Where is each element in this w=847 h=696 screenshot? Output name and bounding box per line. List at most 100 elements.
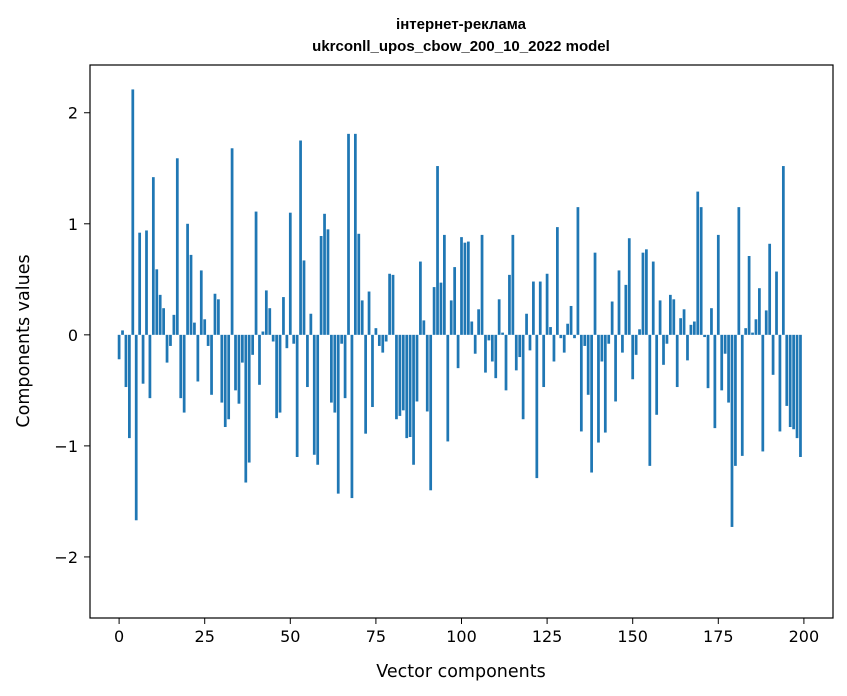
bar-117 — [518, 334, 522, 358]
bar-8 — [145, 230, 148, 335]
bar-94 — [439, 282, 443, 335]
bars-group — [117, 89, 802, 527]
bar-167 — [689, 324, 693, 335]
bar-124 — [542, 334, 546, 388]
bar-129 — [559, 334, 563, 339]
bar-193 — [778, 334, 782, 432]
bar-109 — [490, 334, 494, 362]
bar-54 — [302, 260, 306, 335]
bar-57 — [312, 334, 316, 455]
bar-163 — [675, 334, 679, 388]
bar-136 — [583, 334, 587, 346]
y-axis-ticks: −2 −1 0 1 2 — [54, 104, 90, 567]
bar-97 — [449, 300, 453, 335]
bar-40 — [254, 211, 258, 335]
bar-2 — [124, 334, 128, 388]
bar-174 — [713, 334, 717, 429]
x-tick-label: 75 — [366, 627, 386, 646]
bar-146 — [617, 270, 621, 335]
x-axis-ticks: 0 25 50 75 100 125 150 175 200 — [114, 618, 819, 646]
bar-115 — [511, 234, 515, 335]
bar-186 — [754, 319, 758, 335]
bar-128 — [556, 227, 559, 335]
bar-106 — [480, 234, 484, 335]
bar-44 — [268, 308, 272, 335]
bar-181 — [737, 207, 741, 335]
bar-19 — [182, 334, 186, 413]
y-tick-label: 0 — [68, 326, 78, 345]
bar-198 — [795, 334, 799, 439]
bar-171 — [703, 334, 706, 338]
bar-12 — [158, 294, 162, 335]
bar-91 — [429, 334, 433, 491]
bar-133 — [573, 334, 576, 339]
bar-49 — [285, 334, 289, 349]
bar-182 — [740, 334, 744, 456]
bar-158 — [658, 300, 662, 335]
bar-194 — [781, 166, 785, 335]
bar-23 — [196, 334, 200, 382]
bar-18 — [179, 334, 183, 399]
bar-156 — [651, 261, 655, 335]
bar-191 — [771, 334, 775, 375]
bar-63 — [333, 334, 337, 413]
bar-61 — [326, 229, 330, 335]
y-axis-label: Components values — [14, 254, 34, 427]
bar-20 — [186, 223, 189, 335]
bar-90 — [425, 334, 429, 412]
bar-7 — [141, 334, 145, 384]
bar-110 — [494, 334, 498, 379]
bar-51 — [292, 334, 296, 344]
bar-32 — [227, 334, 231, 420]
bar-112 — [501, 332, 504, 335]
bar-87 — [415, 334, 419, 402]
bar-26 — [206, 334, 210, 346]
bar-83 — [401, 334, 405, 411]
bar-73 — [367, 291, 371, 335]
bar-165 — [682, 309, 686, 335]
bar-196 — [788, 334, 792, 428]
bar-178 — [727, 334, 730, 403]
bar-188 — [761, 334, 765, 452]
bar-144 — [610, 301, 614, 335]
bar-39 — [251, 334, 255, 355]
bar-17 — [175, 158, 179, 335]
bar-116 — [514, 334, 518, 371]
bar-92 — [432, 287, 436, 335]
bar-72 — [364, 334, 367, 434]
bar-46 — [275, 334, 278, 419]
bar-82 — [398, 334, 402, 416]
bar-48 — [282, 297, 285, 335]
y-tick-label: −2 — [54, 548, 78, 567]
bar-29 — [217, 299, 220, 335]
bar-101 — [463, 242, 467, 335]
bar-84 — [405, 334, 409, 439]
y-tick-label: 1 — [68, 215, 78, 234]
bar-131 — [566, 323, 570, 335]
bar-166 — [686, 334, 689, 361]
bar-157 — [655, 334, 659, 415]
bar-47 — [278, 334, 282, 413]
bar-77 — [381, 334, 385, 353]
bar-68 — [350, 334, 354, 499]
bar-118 — [521, 334, 525, 420]
bar-42 — [261, 331, 265, 335]
x-tick-label: 200 — [789, 627, 820, 646]
bar-64 — [336, 334, 340, 494]
bar-161 — [668, 294, 672, 335]
bar-89 — [422, 320, 426, 335]
bar-78 — [384, 334, 388, 342]
bar-50 — [288, 212, 292, 335]
bar-70 — [357, 233, 361, 335]
bar-80 — [391, 274, 395, 335]
x-tick-label: 50 — [280, 627, 300, 646]
bar-30 — [220, 334, 224, 403]
bar-103 — [470, 321, 474, 335]
bar-59 — [319, 236, 323, 335]
bar-152 — [638, 329, 641, 335]
x-tick-label: 175 — [703, 627, 734, 646]
bar-76 — [377, 334, 381, 346]
bar-147 — [621, 334, 624, 353]
bar-99 — [456, 334, 460, 369]
bar-153 — [641, 252, 645, 335]
